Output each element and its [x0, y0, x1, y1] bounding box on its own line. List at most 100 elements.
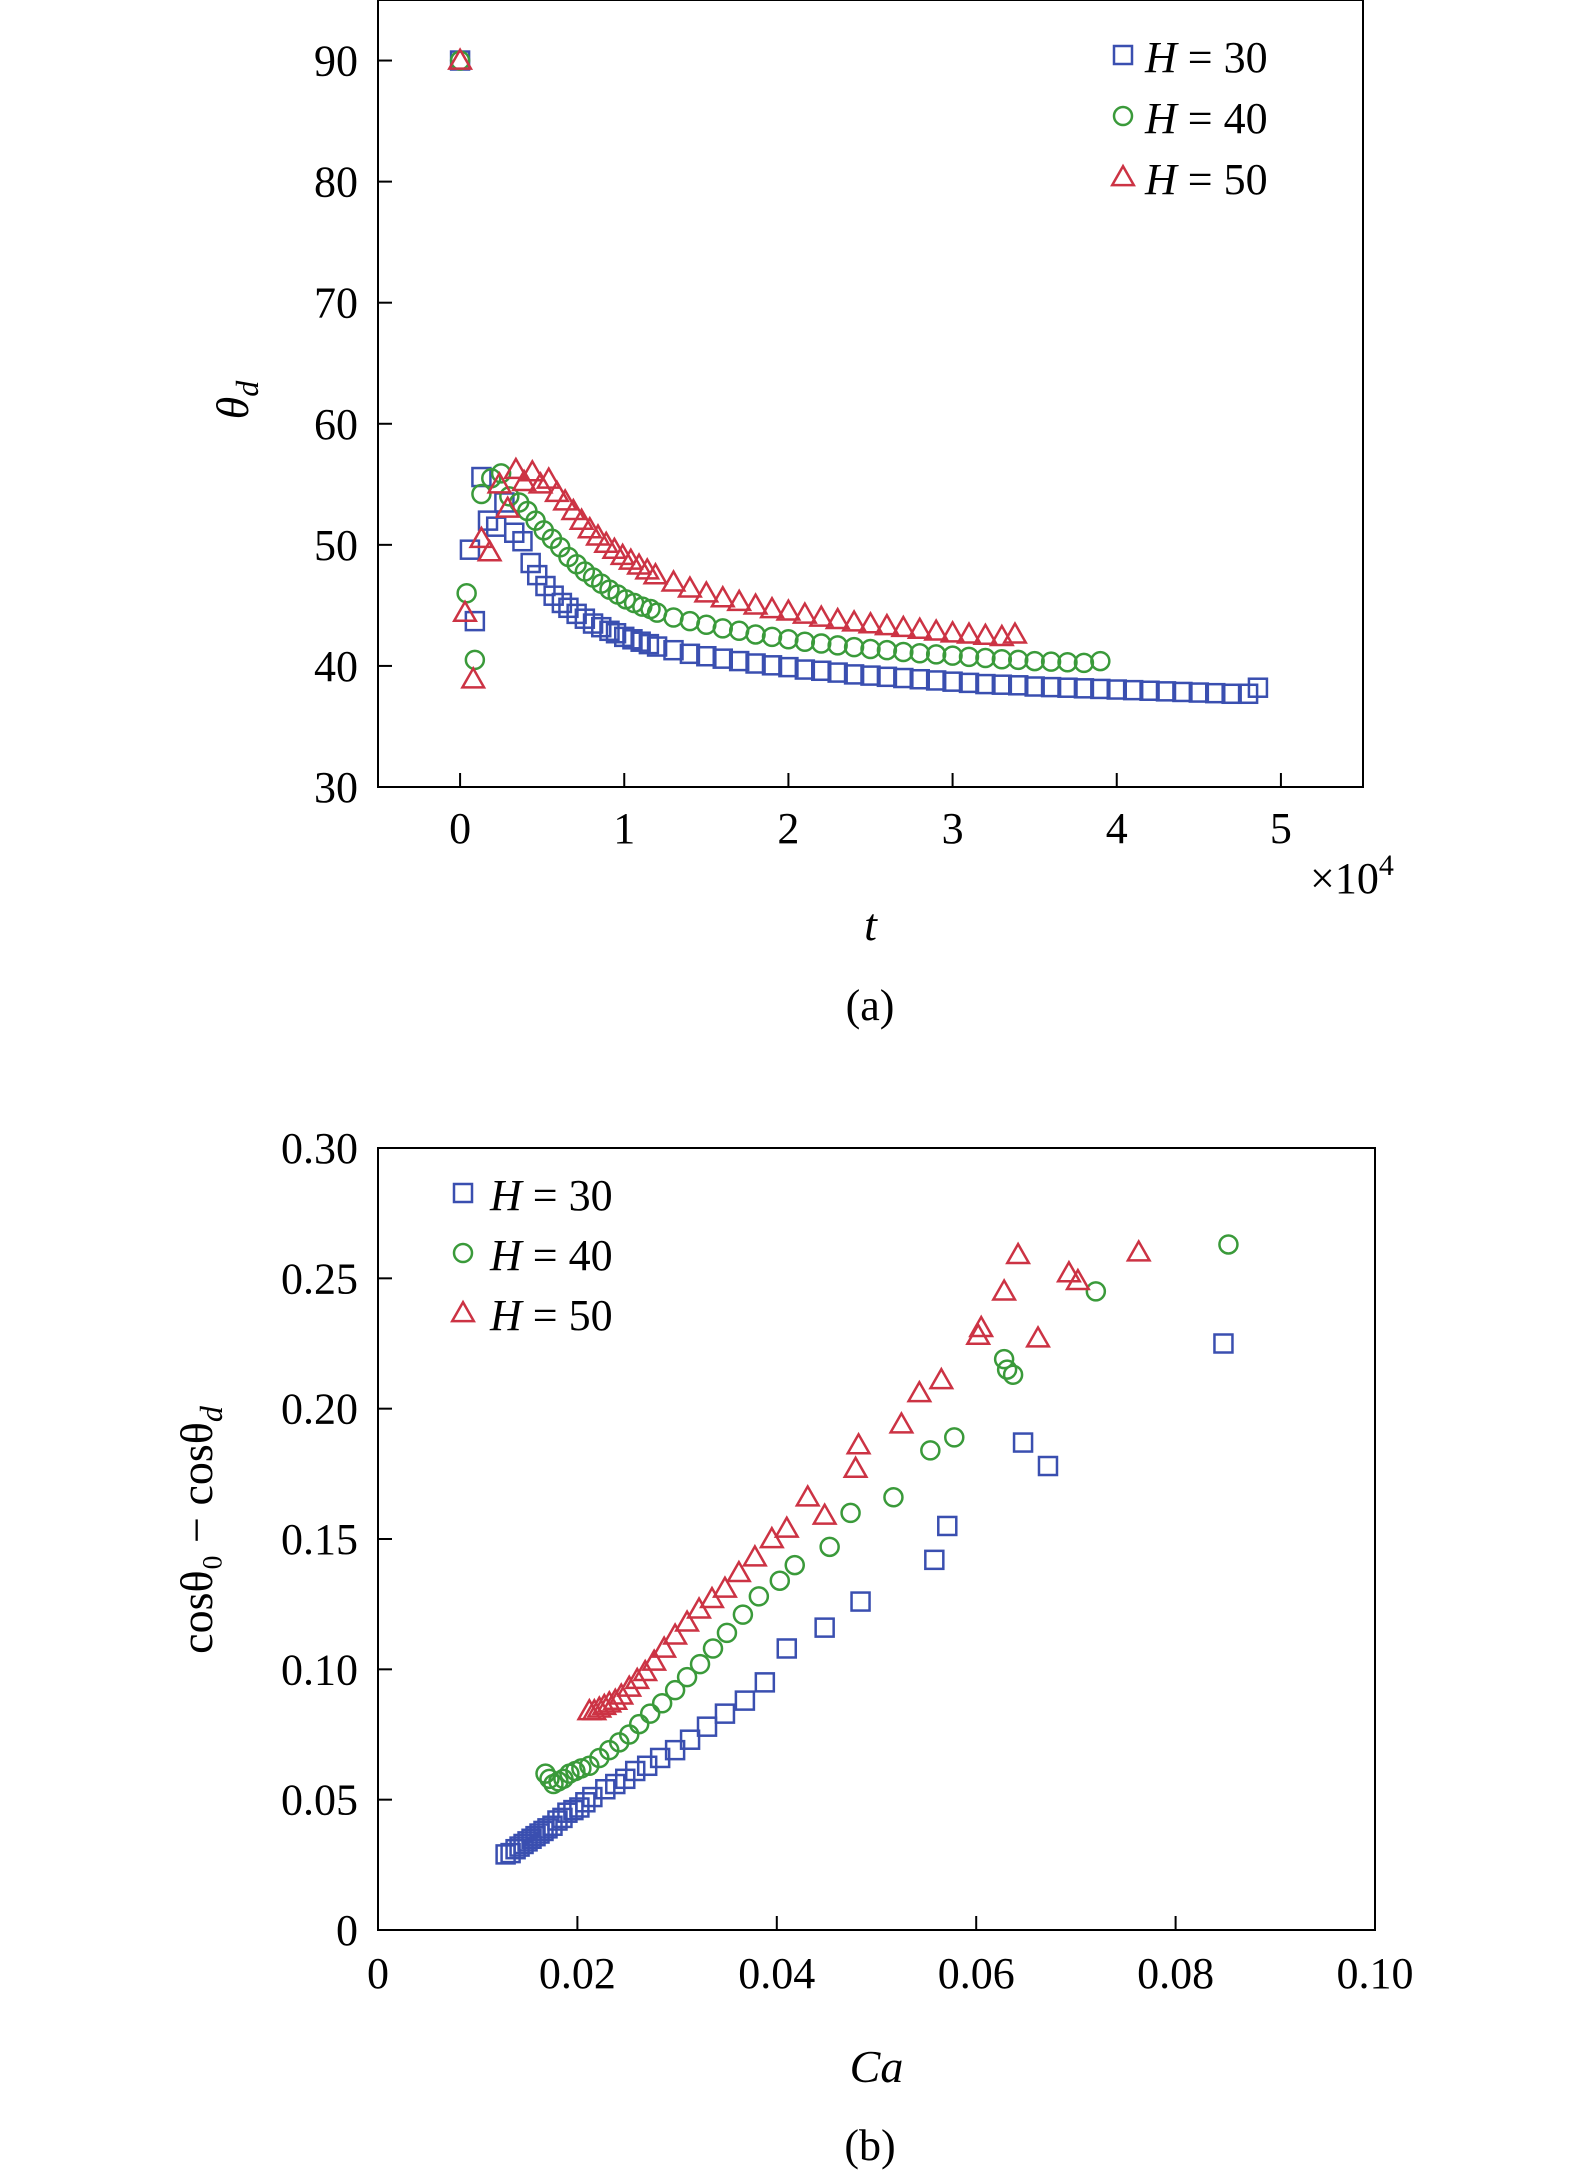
legend: H = 30 H = 40 H = 50	[1110, 33, 1268, 204]
data-point	[1024, 676, 1045, 697]
data-point	[860, 665, 881, 686]
legend-label: H = 50	[1144, 155, 1268, 204]
data-point	[808, 604, 835, 627]
data-point	[663, 607, 684, 628]
data-point	[942, 645, 963, 666]
series-h30	[495, 1333, 1234, 1865]
y-tick-label: 0.10	[281, 1645, 358, 1694]
data-point	[1040, 676, 1062, 698]
data-point	[1247, 677, 1269, 698]
data-point	[842, 1455, 869, 1478]
data-point	[1139, 680, 1160, 701]
data-point	[676, 575, 703, 598]
data-point	[1057, 677, 1078, 698]
x-tick-label: 1	[613, 804, 635, 853]
data-point	[909, 668, 930, 690]
data-point	[732, 1604, 754, 1625]
y-tick-label: 70	[314, 279, 358, 328]
data-point	[1064, 1267, 1091, 1291]
x-tick-label: 0.06	[938, 1949, 1015, 1998]
data-point	[841, 609, 868, 632]
series-h30	[449, 50, 1269, 705]
data-point	[843, 636, 865, 658]
data-point	[1055, 1259, 1082, 1283]
data-point	[1073, 678, 1095, 699]
data-point	[599, 620, 620, 642]
data-point	[689, 1653, 711, 1675]
data-point	[819, 1536, 840, 1558]
data-point	[906, 616, 933, 639]
data-point	[596, 1689, 623, 1713]
data-point	[452, 599, 478, 622]
data-point	[827, 662, 848, 683]
data-point	[651, 1635, 678, 1658]
x-axis-label: t	[864, 899, 878, 950]
y-tick-label: 40	[314, 642, 358, 691]
data-point	[775, 598, 802, 621]
data-point	[639, 1703, 661, 1724]
data-point	[1090, 650, 1111, 672]
y-tick-label: 0.25	[281, 1254, 358, 1303]
data-point	[1008, 649, 1029, 671]
data-point	[624, 1760, 646, 1782]
data-point	[726, 588, 753, 612]
data-point	[840, 1502, 861, 1524]
data-point	[975, 647, 996, 669]
panel-label: (a)	[846, 981, 895, 1030]
data-point	[551, 592, 573, 614]
data-point	[560, 497, 587, 521]
data-point	[811, 1502, 838, 1525]
legend-marker	[452, 1242, 474, 1264]
y-axis-label: θd	[207, 380, 265, 420]
data-point	[778, 629, 799, 650]
data-point	[662, 1622, 689, 1645]
data-point	[1025, 1324, 1051, 1348]
data-point	[968, 1314, 995, 1338]
y-tick-label: 0.20	[281, 1385, 358, 1434]
data-point	[784, 1554, 805, 1576]
data-point	[893, 667, 914, 689]
data-point	[641, 1648, 668, 1671]
legend: H = 30 H = 40 H = 50	[450, 1171, 613, 1340]
x-tick-label: 3	[942, 804, 964, 853]
x-tick-label: 0	[449, 804, 471, 853]
data-point	[712, 1575, 738, 1598]
data-point	[651, 1692, 673, 1714]
data-point	[991, 649, 1013, 670]
y-axis-label: cosθ₀ − cosθd	[171, 1405, 229, 1654]
data-point	[811, 660, 832, 682]
data-point	[539, 1768, 560, 1790]
y-tick-label: 0.30	[281, 1124, 358, 1173]
y-tick-label: 0	[336, 1906, 358, 1955]
data-point	[773, 1515, 800, 1538]
data-point	[608, 1682, 635, 1705]
data-point	[696, 645, 717, 667]
data-point	[761, 626, 783, 648]
data-point	[741, 1543, 768, 1567]
series-h50	[576, 1238, 1152, 1721]
legend-label: H = 30	[489, 1171, 613, 1220]
plot-frame	[377, 0, 1364, 788]
data-point	[568, 507, 595, 530]
data-point	[460, 665, 487, 689]
data-point	[486, 470, 513, 494]
y-tick-label: 0.05	[281, 1776, 358, 1825]
data-point	[1155, 681, 1177, 702]
data-point	[1213, 1333, 1234, 1354]
x-tick-label: 2	[777, 804, 799, 853]
data-point	[761, 655, 783, 676]
data-point	[664, 1739, 686, 1761]
data-point	[827, 635, 848, 656]
legend-marker	[450, 1299, 476, 1323]
data-point	[925, 670, 947, 691]
data-point	[674, 1609, 701, 1632]
x-tick-label: 0.02	[539, 1949, 616, 1998]
x-tick-label: 0.04	[738, 1949, 815, 1998]
legend-marker	[1110, 163, 1136, 187]
chart-panel-b: 0 0.02 0.04 0.06 0.08 0.10 0 0.05 0.10 0.15 0.20 0.…	[171, 1124, 1414, 2170]
data-point	[716, 1622, 738, 1644]
y-tick-label: 80	[314, 158, 358, 207]
data-point	[824, 606, 851, 630]
